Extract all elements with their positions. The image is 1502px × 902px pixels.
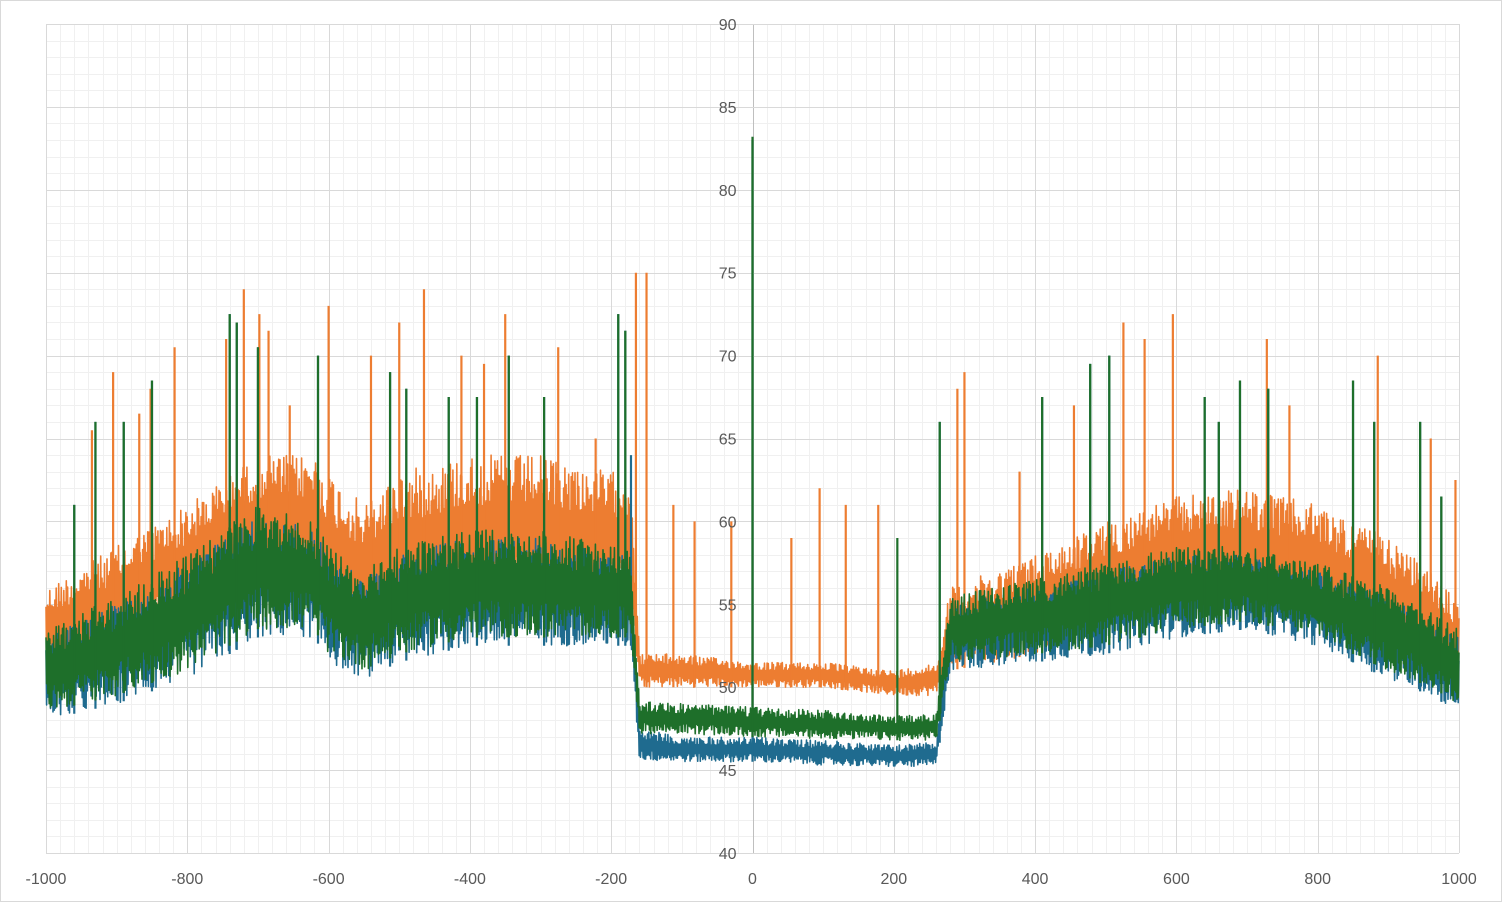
y-tick-label: 50 bbox=[719, 680, 737, 697]
x-tick-label: 1000 bbox=[1441, 871, 1477, 888]
y-tick-label: 55 bbox=[719, 597, 737, 614]
series-layer bbox=[45, 136, 1460, 767]
x-tick-label: 800 bbox=[1304, 871, 1331, 888]
x-tick-label: 200 bbox=[880, 871, 907, 888]
x-tick-label: 0 bbox=[748, 871, 757, 888]
y-axis: 40 45 50 55 60 65 70 75 80 85 90 bbox=[719, 17, 737, 863]
x-tick-label: -200 bbox=[595, 871, 627, 888]
x-axis: -1000 -800 -600 -400 -200 0 200 400 600 800 1000 bbox=[26, 871, 1477, 888]
y-tick-label: 40 bbox=[719, 846, 737, 863]
x-tick-label: -800 bbox=[171, 871, 203, 888]
y-tick-label: 60 bbox=[719, 514, 737, 531]
y-tick-label: 80 bbox=[719, 183, 737, 200]
y-tick-label: 85 bbox=[719, 100, 737, 117]
y-tick-label: 70 bbox=[719, 349, 737, 366]
x-tick-label: -600 bbox=[313, 871, 345, 888]
x-tick-label: 600 bbox=[1163, 871, 1190, 888]
x-tick-label: -400 bbox=[454, 871, 486, 888]
y-tick-label: 65 bbox=[719, 432, 737, 449]
x-tick-label: 400 bbox=[1022, 871, 1049, 888]
y-tick-label: 75 bbox=[719, 266, 737, 283]
y-tick-label: 45 bbox=[719, 763, 737, 780]
y-tick-label: 90 bbox=[719, 17, 737, 34]
x-tick-label: -1000 bbox=[26, 871, 67, 888]
series-3 bbox=[45, 136, 1460, 741]
